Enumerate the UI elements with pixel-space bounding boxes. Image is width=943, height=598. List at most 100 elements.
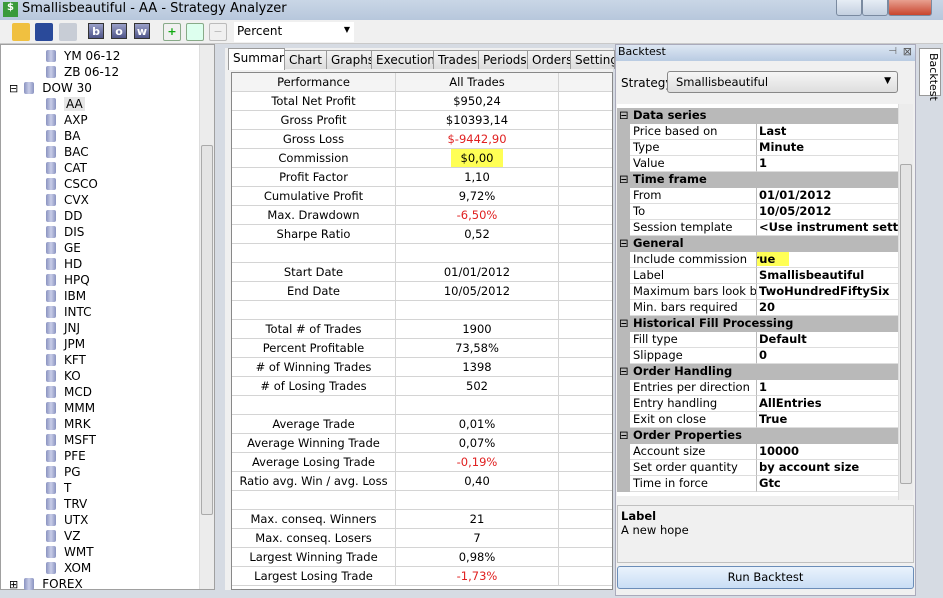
edit-icon[interactable]: [186, 23, 204, 41]
property-row[interactable]: Min. bars required 20: [617, 300, 898, 316]
property-row[interactable]: Include commissionTrue: [617, 252, 898, 268]
property-category[interactable]: ⊟ Order Properties: [617, 428, 898, 444]
tree-item[interactable]: DD: [46, 208, 82, 224]
open-folder-icon[interactable]: [12, 23, 30, 41]
tab-trades[interactable]: Trades: [433, 50, 479, 69]
expander-icon[interactable]: ⊞: [9, 578, 19, 591]
tree-item[interactable]: TRV: [46, 496, 87, 512]
tab-orders[interactable]: Orders: [527, 50, 571, 69]
property-row[interactable]: Fill type Default: [617, 332, 898, 348]
property-row[interactable]: Time in force Gtc: [617, 476, 898, 492]
property-row[interactable]: Value 1: [617, 156, 898, 172]
scrollbar-thumb[interactable]: [201, 145, 213, 515]
property-value[interactable]: Smallisbeautiful: [757, 268, 898, 284]
expander-icon[interactable]: ⊟: [9, 82, 19, 95]
tree-item[interactable]: YM 06-12: [46, 48, 120, 64]
save-icon[interactable]: [35, 23, 53, 41]
close-panel-icon[interactable]: ⊠: [902, 45, 912, 58]
tree-item[interactable]: JNJ: [46, 320, 80, 336]
property-value[interactable]: 01/01/2012: [757, 188, 898, 204]
property-value[interactable]: Last: [757, 124, 898, 140]
property-row[interactable]: Slippage 0: [617, 348, 898, 364]
property-row[interactable]: Entry handling AllEntries: [617, 396, 898, 412]
maximize-button[interactable]: [862, 0, 888, 16]
property-value[interactable]: 0: [757, 348, 898, 364]
property-value[interactable]: 1: [757, 380, 898, 396]
tree-item[interactable]: MRK: [46, 416, 91, 432]
tree-scrollbar[interactable]: [199, 45, 214, 589]
tree-item[interactable]: ⊞ FOREX: [9, 576, 83, 592]
property-value[interactable]: 10000: [757, 444, 898, 460]
tree-item[interactable]: ZB 06-12: [46, 64, 119, 80]
property-row[interactable]: Maximum bars look backTwoHundredFiftySix: [617, 284, 898, 300]
property-row[interactable]: Account size 10000: [617, 444, 898, 460]
backtest-side-tab[interactable]: Backtest: [919, 48, 941, 101]
tab-settings[interactable]: Settings: [570, 50, 615, 69]
tree-item[interactable]: BAC: [46, 144, 89, 160]
property-row[interactable]: From 01/01/2012: [617, 188, 898, 204]
property-row[interactable]: Type Minute: [617, 140, 898, 156]
collapse-icon[interactable]: ⊟: [619, 108, 629, 122]
property-value[interactable]: Minute: [757, 140, 898, 156]
tree-item[interactable]: GE: [46, 240, 81, 256]
tree-item[interactable]: VZ: [46, 528, 80, 544]
tab-chart[interactable]: Chart: [284, 50, 327, 69]
scrollbar-thumb[interactable]: [900, 164, 912, 484]
property-value[interactable]: AllEntries: [757, 396, 898, 412]
property-category[interactable]: ⊟ General: [617, 236, 898, 252]
collapse-icon[interactable]: ⊟: [619, 428, 629, 442]
tree-item[interactable]: INTC: [46, 304, 92, 320]
tree-item[interactable]: KFT: [46, 352, 86, 368]
tree-item[interactable]: PFE: [46, 448, 86, 464]
property-category[interactable]: ⊟ Historical Fill Processing: [617, 316, 898, 332]
property-category[interactable]: ⊟ Order Handling: [617, 364, 898, 380]
property-row[interactable]: Entries per direction 1: [617, 380, 898, 396]
property-value[interactable]: by account size: [757, 460, 898, 476]
tab-executions[interactable]: Executions: [371, 50, 434, 69]
tree-item[interactable]: DIS: [46, 224, 84, 240]
presentation-icon[interactable]: [59, 23, 77, 41]
tree-item[interactable]: AA: [46, 96, 85, 112]
b-button[interactable]: b: [88, 23, 104, 39]
tree-item[interactable]: HD: [46, 256, 82, 272]
tab-summary[interactable]: Summary: [228, 48, 285, 70]
property-value[interactable]: True: [757, 412, 898, 428]
tree-item[interactable]: ⊟ DOW 30: [9, 80, 92, 96]
property-row[interactable]: Set order quantity by account size: [617, 460, 898, 476]
remove-icon[interactable]: −: [209, 23, 227, 41]
minimize-button[interactable]: [836, 0, 862, 16]
property-value[interactable]: TwoHundredFiftySix: [757, 284, 898, 300]
tree-item[interactable]: CVX: [46, 192, 89, 208]
close-button[interactable]: [888, 0, 932, 16]
run-backtest-button[interactable]: Run Backtest: [617, 566, 914, 589]
property-category[interactable]: ⊟ Time frame: [617, 172, 898, 188]
property-row[interactable]: Label Smallisbeautiful: [617, 268, 898, 284]
display-unit-dropdown[interactable]: Percent ▼: [234, 22, 354, 42]
add-icon[interactable]: +: [163, 23, 181, 41]
collapse-icon[interactable]: ⊟: [619, 316, 629, 330]
strategy-dropdown[interactable]: Smallisbeautiful ▼: [667, 71, 898, 93]
tab-graphs[interactable]: Graphs: [326, 50, 372, 69]
property-value[interactable]: Default: [757, 332, 898, 348]
o-button[interactable]: o: [111, 23, 127, 39]
property-grid-scrollbar[interactable]: [898, 104, 913, 500]
tree-item[interactable]: MCD: [46, 384, 92, 400]
tree-item[interactable]: CAT: [46, 160, 87, 176]
property-value[interactable]: 10/05/2012: [757, 204, 898, 220]
tree-item[interactable]: T: [46, 480, 71, 496]
tree-item[interactable]: AXP: [46, 112, 88, 128]
property-category[interactable]: ⊟ Data series: [617, 108, 898, 124]
collapse-icon[interactable]: ⊟: [619, 172, 629, 186]
property-row[interactable]: To 10/05/2012: [617, 204, 898, 220]
tree-item[interactable]: PG: [46, 464, 81, 480]
pin-icon[interactable]: ⊣: [888, 46, 897, 57]
property-row[interactable]: Session template<Use instrument settings: [617, 220, 898, 236]
tab-periods[interactable]: Periods: [478, 50, 528, 69]
tree-item[interactable]: IBM: [46, 288, 86, 304]
collapse-icon[interactable]: ⊟: [619, 236, 629, 250]
tree-item[interactable]: MSFT: [46, 432, 96, 448]
property-value[interactable]: True: [757, 252, 898, 268]
tree-item[interactable]: XOM: [46, 560, 91, 576]
tree-item[interactable]: JPM: [46, 336, 85, 352]
property-value[interactable]: Gtc: [757, 476, 898, 492]
